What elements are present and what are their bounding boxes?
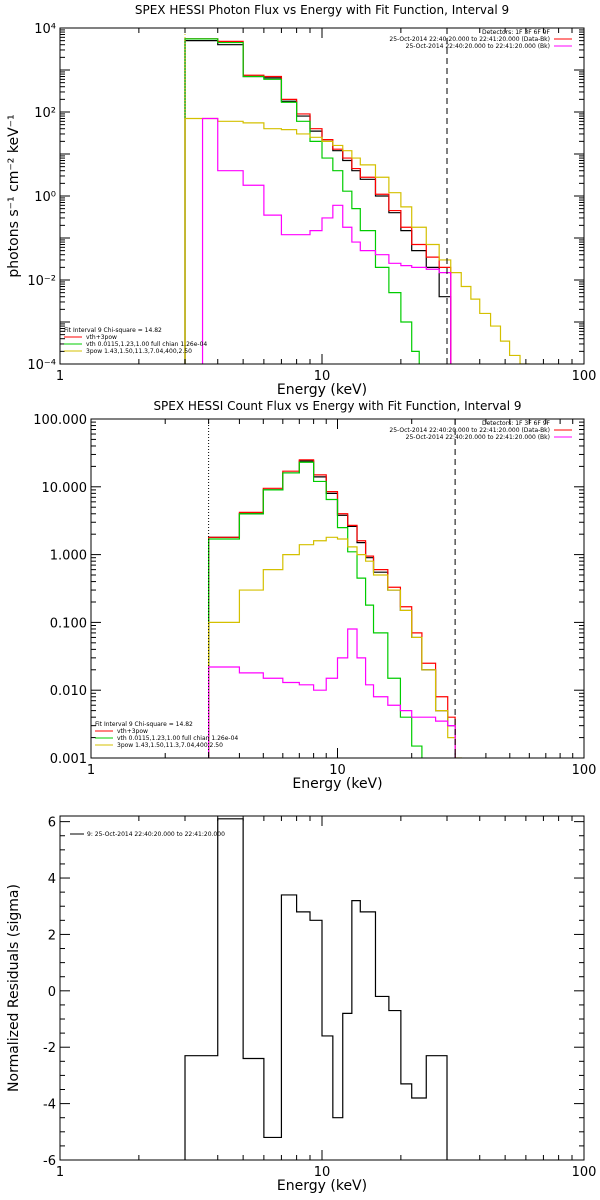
y-tick-label: 0.100	[50, 616, 87, 631]
fit-legend-text: Fit Interval 9 Chi-square = 14.82	[95, 721, 193, 728]
chart-title: SPEX HESSI Photon Flux vs Energy with Fi…	[135, 3, 509, 17]
series-group	[184, 38, 530, 364]
y-axis-label: photons s⁻¹ cm⁻² keV⁻¹	[6, 114, 22, 277]
x-tick-label: 1	[87, 763, 95, 778]
panel-2: SPEX HESSI Count Flux vs Energy with Fit…	[33, 399, 596, 792]
y-tick-label: -2	[43, 1041, 56, 1056]
y-tick-label: 0.010	[50, 684, 87, 699]
fit-legend-text: 3pow 1.43,1.50,11.3,7.04,400,2.50	[117, 742, 223, 749]
series-line-data-bk	[184, 40, 452, 364]
chart-title: SPEX HESSI Count Flux vs Energy with Fit…	[153, 399, 521, 413]
fit-legend-text: vth 0.0115,1.23,1.00 full chian 1.26e-04	[117, 735, 238, 742]
legend-header-text: Detectors: 1F 3F 6F 9F	[482, 29, 551, 36]
legend-header-text: 25-Oct-2014 22:40:20.000 to 22:41:20.000…	[389, 427, 550, 434]
y-tick-label: 10⁰	[34, 190, 56, 205]
y-tick-label: 10²	[34, 106, 56, 121]
y-tick-label: 4	[48, 872, 56, 887]
fit-legend-text: 3pow 1.43,1.50,11.3,7.04,400,2.50	[86, 348, 192, 355]
x-tick-label: 100	[572, 369, 597, 384]
y-tick-label: 100.000	[33, 413, 87, 428]
panel-1: SPEX HESSI Photon Flux vs Energy with Fi…	[6, 3, 596, 398]
series-group	[208, 459, 463, 758]
x-tick-label: 1	[56, 369, 64, 384]
x-axis-label: Energy (keV)	[277, 382, 367, 398]
y-tick-label: 6	[48, 816, 56, 831]
x-tick-label: 100	[572, 1165, 597, 1180]
x-tick-label: 10	[329, 763, 346, 778]
y-tick-label: 1.000	[50, 549, 87, 564]
legend-text: 9: 25-Oct-2014 22:40:20.000 to 22:41:20.…	[87, 831, 225, 838]
x-tick-label: 10	[314, 1165, 331, 1180]
x-tick-label: 10	[314, 369, 331, 384]
series-line-data-bk	[208, 460, 456, 758]
y-tick-label: 0.001	[50, 752, 87, 767]
series-line-bk	[201, 117, 452, 364]
series-line-vth	[208, 461, 423, 758]
y-tick-label: 10.000	[42, 481, 88, 496]
legend-header-text: 25-Oct-2014 22:40:20.000 to 22:41:20.000…	[389, 36, 550, 43]
series-line-3pow	[208, 536, 463, 758]
series-group	[184, 818, 448, 1160]
y-tick-label: 10⁻⁴	[27, 358, 56, 373]
x-tick-label: 1	[56, 1165, 64, 1180]
fit-legend-text: vth+3pow	[86, 334, 117, 341]
x-axis-label: Energy (keV)	[292, 776, 382, 792]
series-line-vth	[184, 38, 420, 364]
fit-legend-text: Fit Interval 9 Chi-square = 14.82	[64, 327, 162, 334]
legend-header-text: Detectors: 1F 3F 6F 9F	[482, 420, 551, 427]
series-line-9-25-oct-2014-22-40-20-000-to-22-41-20-000	[184, 818, 448, 1160]
y-tick-label: 10⁴	[34, 22, 56, 37]
y-tick-label: 0	[48, 985, 56, 1000]
plot-frame	[59, 27, 585, 365]
y-tick-label: 2	[48, 928, 56, 943]
series-line-3pow	[184, 117, 530, 364]
series-line-bk	[208, 628, 456, 758]
series-line-vth-3pow	[208, 459, 456, 758]
plot-frame	[90, 418, 585, 759]
fit-legend-text: vth+3pow	[117, 728, 148, 735]
y-tick-label: -6	[43, 1154, 56, 1169]
y-axis-label: Normalized Residuals (sigma)	[6, 884, 22, 1092]
fit-legend-text: vth 0.0115,1.23,1.00 full chian 1.26e-04	[86, 341, 207, 348]
y-tick-label: 10⁻²	[27, 274, 56, 289]
legend-header-text: 25-Oct-2014 22:40:20.000 to 22:41:20.000…	[406, 43, 550, 50]
y-tick-label: -4	[43, 1098, 56, 1113]
panel-3: 1 10 100 Energy (keV) -6 -4 -2 0 2 4 6 Normalized R…	[6, 815, 597, 1194]
legend-header-text: 25-Oct-2014 22:40:20.000 to 22:41:20.000…	[406, 434, 550, 441]
x-tick-label: 100	[572, 763, 597, 778]
x-axis-label: Energy (keV)	[277, 1178, 367, 1194]
series-line-vth-3pow	[184, 38, 452, 364]
